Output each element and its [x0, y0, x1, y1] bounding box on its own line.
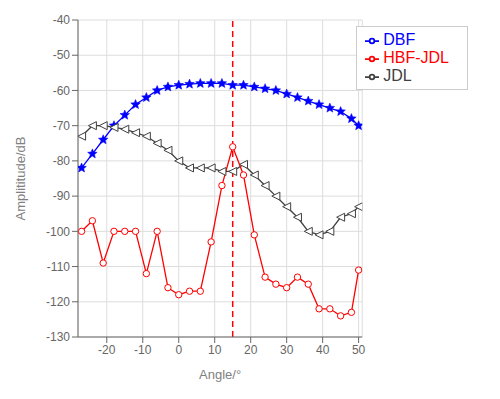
svg-text:30: 30: [280, 343, 294, 357]
svg-text:Angle/°: Angle/°: [199, 367, 241, 382]
svg-text:20: 20: [244, 343, 258, 357]
svg-text:-90: -90: [53, 189, 71, 203]
svg-text:-130: -130: [46, 330, 70, 344]
svg-text:-10: -10: [134, 343, 152, 357]
html-text:JDL: JDL: [383, 67, 412, 84]
svg-text:-100: -100: [46, 225, 70, 239]
svg-text:-110: -110: [47, 260, 70, 274]
svg-text:10: 10: [208, 343, 222, 357]
svg-text:-80: -80: [53, 154, 71, 168]
svg-text:50: 50: [352, 343, 366, 357]
svg-text:-40: -40: [53, 13, 71, 27]
svg-text:-70: -70: [53, 119, 71, 133]
html-text:DBF: DBF: [383, 31, 416, 48]
svg-text:-50: -50: [53, 48, 71, 62]
svg-text:40: 40: [316, 343, 330, 357]
html-text:HBF-JDL: HBF-JDL: [383, 49, 449, 66]
svg-text:-20: -20: [98, 343, 116, 357]
svg-text:-120: -120: [46, 295, 70, 309]
svg-text:0: 0: [175, 343, 182, 357]
svg-text:Amplititude/dB: Amplititude/dB: [13, 137, 28, 221]
svg-text:-60: -60: [53, 84, 71, 98]
